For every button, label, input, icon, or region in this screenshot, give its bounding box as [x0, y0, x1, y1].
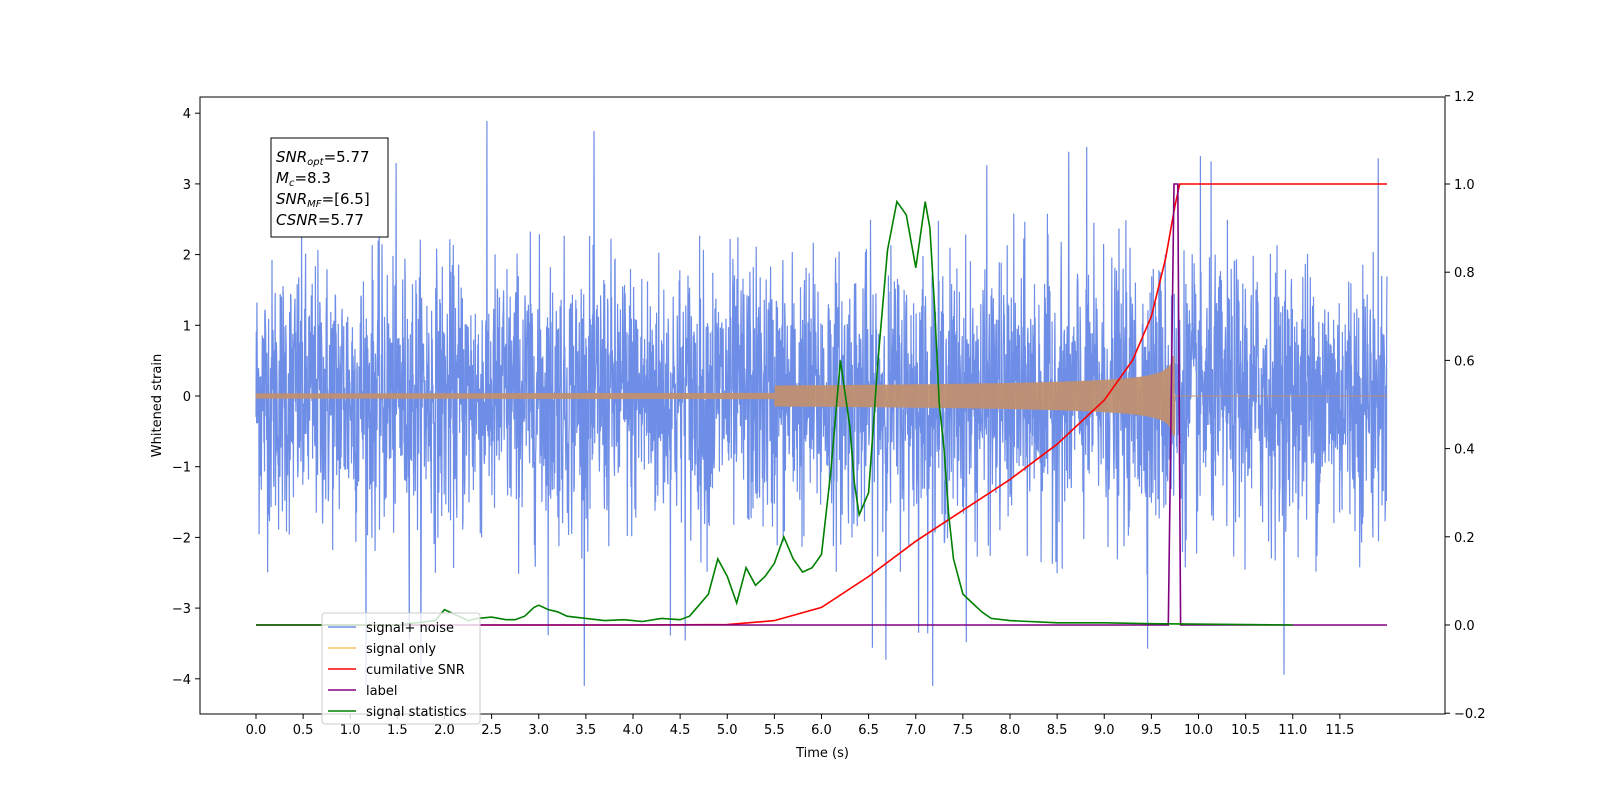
y-left-tick-label: −4 [172, 673, 191, 688]
stat-snr-mf: SNRMF=[6.5] [276, 190, 370, 210]
series-signal-noise [255, 120, 1388, 686]
x-tick-label: 1.0 [340, 723, 361, 738]
stats-box-frame [270, 137, 389, 238]
x-tick-label: 1.5 [387, 723, 408, 738]
legend-entry: signal only [366, 642, 436, 657]
x-tick-label: 7.0 [905, 723, 926, 738]
series-label [256, 183, 1387, 626]
y-left-tick-label: −2 [172, 531, 191, 546]
y-axis-title: Whitened strain [150, 354, 165, 457]
x-axis-title: Time (s) [795, 746, 849, 761]
x-tick-label: 11.0 [1278, 723, 1307, 738]
x-tick-label: 6.0 [811, 723, 832, 738]
x-tick-label: 9.0 [1094, 723, 1115, 738]
y-right-tick-label: 0.8 [1454, 266, 1475, 281]
x-tick-label: 7.5 [953, 723, 974, 738]
x-tick-label: 5.5 [764, 723, 785, 738]
stats-box: SNRopt=5.77 Mc=8.3 SNRMF=[6.5] CSNR=5.77 [270, 137, 389, 238]
legend-entry: signal+ noise [366, 621, 454, 636]
x-tick-label: 5.0 [717, 723, 738, 738]
x-tick-label: 3.5 [576, 723, 597, 738]
x-tick-label: 10.5 [1231, 723, 1260, 738]
x-tick-label: 9.5 [1141, 723, 1162, 738]
y-right-tick-label: 0.2 [1454, 531, 1475, 546]
series-cumilative-snr [256, 183, 1387, 626]
x-tick-label: 6.5 [858, 723, 879, 738]
x-tick-label: 4.5 [670, 723, 691, 738]
y-left-tick-label: 1 [183, 319, 191, 334]
stat-mc: Mc=8.3 [276, 169, 331, 189]
x-tick-label: 8.5 [1047, 723, 1068, 738]
y-right-tick-label: −0.2 [1454, 707, 1486, 722]
y-left-tick-label: 4 [183, 107, 191, 122]
x-tick-label: 2.5 [481, 723, 502, 738]
x-tick-label: 10.0 [1184, 723, 1213, 738]
y-right-tick-label: 0.4 [1454, 443, 1475, 458]
x-tick-label: 0.5 [293, 723, 314, 738]
plot-area [255, 120, 1388, 686]
legend-entry: label [366, 684, 397, 699]
y-left-tick-label: −1 [172, 461, 191, 476]
legend-entry: cumilative SNR [366, 663, 465, 678]
y-left-tick-label: 2 [183, 249, 191, 264]
stat-snr-opt: SNRopt=5.77 [276, 148, 370, 168]
plot-frame [199, 96, 1446, 715]
stat-csnr: CSNR=5.77 [276, 211, 364, 229]
legend-frame [321, 612, 481, 725]
axes: 0.0 0.5 1.0 1.5 2.0 2.5 3.0 3.5 4.0 4.5 5.0 5.5 6.0 6… [150, 90, 1486, 761]
x-tick-label: 8.0 [1000, 723, 1021, 738]
y-left-tick-label: 3 [183, 178, 191, 193]
x-tick-label: 2.0 [434, 723, 455, 738]
legend-entry: signal statistics [366, 705, 467, 720]
x-tick-label: 4.0 [623, 723, 644, 738]
series-signal-statistics [256, 199, 1293, 626]
legend: signal+ noise signal only cumilative SNR la… [321, 612, 481, 725]
y-right-tick-label: 1.0 [1454, 178, 1475, 193]
x-tick-label: 11.5 [1325, 723, 1354, 738]
y-right-tick-label: 1.2 [1454, 90, 1475, 105]
y-right-tick-label: 0.6 [1454, 354, 1475, 369]
series-signal-only [255, 355, 1387, 437]
y-left-tick-label: 0 [183, 390, 191, 405]
y-right-tick-label: 0.0 [1454, 619, 1475, 634]
x-tick-label: 3.0 [528, 723, 549, 738]
x-tick-label: 0.0 [246, 723, 267, 738]
y-left-tick-label: −3 [172, 602, 191, 617]
